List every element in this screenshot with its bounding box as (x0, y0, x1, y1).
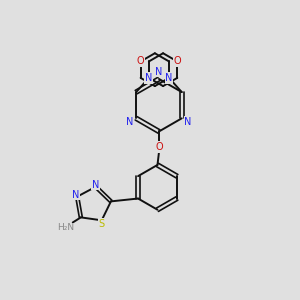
Text: N: N (155, 67, 163, 76)
Text: N: N (72, 190, 80, 200)
Text: O: O (155, 142, 163, 152)
Text: N: N (92, 180, 100, 190)
Text: O: O (137, 56, 144, 67)
Text: N: N (184, 117, 192, 127)
Text: H₂N: H₂N (57, 223, 74, 232)
Text: S: S (99, 219, 105, 229)
Text: N: N (145, 73, 152, 83)
Text: N: N (165, 73, 173, 83)
Text: N: N (126, 117, 134, 127)
Text: O: O (173, 56, 181, 67)
